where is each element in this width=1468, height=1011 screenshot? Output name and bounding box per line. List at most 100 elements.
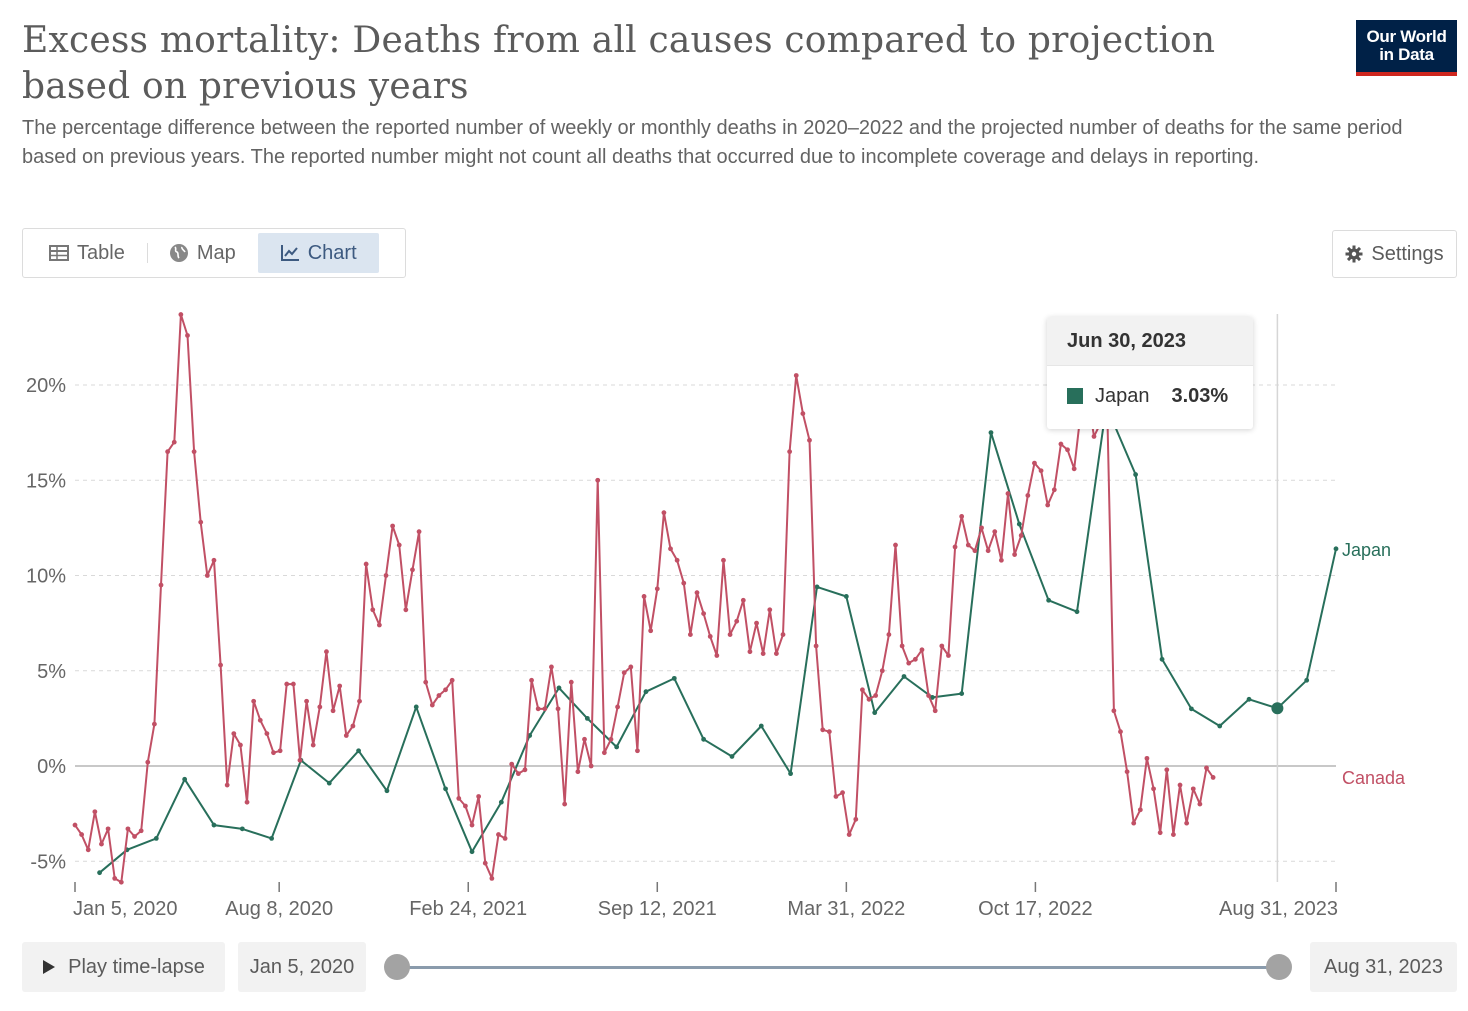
data-point bbox=[1217, 723, 1223, 729]
data-point bbox=[1118, 729, 1123, 735]
chart-title: Excess mortality: Deaths from all causes… bbox=[22, 20, 1216, 107]
data-point bbox=[449, 677, 455, 683]
data-point bbox=[257, 717, 263, 723]
data-point bbox=[429, 702, 435, 708]
data-point bbox=[1304, 677, 1310, 683]
line-chart: -5% 0% 5% 10% 15% 20% Jan 5, 2020 Aug 8, 2020 Fe… bbox=[26, 312, 1406, 920]
data-point bbox=[588, 763, 594, 769]
tab-table[interactable]: Table bbox=[27, 233, 147, 273]
series-label-japan: Japan bbox=[1342, 540, 1391, 560]
data-point bbox=[92, 809, 98, 815]
data-point bbox=[403, 607, 409, 613]
data-point bbox=[767, 607, 773, 613]
timeline-start-date[interactable]: Jan 5, 2020 bbox=[238, 942, 366, 992]
data-point bbox=[224, 782, 230, 788]
timeline-start-handle[interactable] bbox=[384, 954, 410, 980]
data-point bbox=[972, 548, 978, 554]
data-point bbox=[191, 449, 197, 455]
data-point bbox=[290, 681, 296, 687]
owid-logo[interactable]: Our World in Data bbox=[1356, 20, 1457, 76]
data-point bbox=[906, 660, 912, 666]
data-point bbox=[476, 794, 482, 799]
data-point bbox=[138, 828, 144, 834]
data-point bbox=[469, 822, 475, 828]
play-icon bbox=[43, 960, 56, 974]
data-point bbox=[641, 594, 647, 599]
data-point bbox=[1074, 609, 1080, 615]
y-tick-label: 5% bbox=[37, 661, 66, 683]
settings-button[interactable]: Settings bbox=[1332, 230, 1457, 278]
data-point bbox=[456, 795, 462, 801]
x-tick-label: Feb 24, 2021 bbox=[409, 898, 527, 920]
data-point bbox=[112, 875, 118, 881]
data-point bbox=[584, 715, 590, 721]
data-point bbox=[800, 411, 806, 416]
data-point bbox=[727, 632, 733, 637]
data-point bbox=[814, 584, 820, 590]
data-point bbox=[939, 643, 945, 649]
data-point bbox=[694, 590, 700, 596]
data-point bbox=[1111, 708, 1117, 714]
data-point bbox=[959, 691, 965, 697]
play-timelapse-button[interactable]: Play time-lapse bbox=[22, 942, 225, 992]
tooltip-date: Jun 30, 2023 bbox=[1047, 317, 1253, 366]
data-point bbox=[171, 439, 177, 445]
data-point bbox=[251, 698, 257, 704]
timeline-end-date[interactable]: Aug 31, 2023 bbox=[1310, 942, 1457, 992]
data-point bbox=[436, 693, 442, 698]
data-point bbox=[244, 799, 250, 805]
data-point bbox=[1188, 706, 1194, 712]
data-point bbox=[628, 664, 634, 670]
data-point bbox=[211, 557, 217, 563]
data-point bbox=[469, 849, 475, 855]
timeline-track[interactable] bbox=[397, 966, 1279, 969]
data-point bbox=[556, 685, 562, 691]
data-point bbox=[284, 681, 290, 687]
data-point bbox=[1190, 786, 1196, 792]
data-point bbox=[482, 860, 488, 866]
data-point bbox=[793, 373, 799, 378]
line-chart-icon bbox=[280, 245, 299, 261]
data-point bbox=[853, 816, 859, 822]
tab-table-label: Table bbox=[77, 241, 125, 264]
data-point bbox=[125, 826, 131, 832]
data-point bbox=[901, 674, 907, 679]
x-tick-label: Sep 12, 2021 bbox=[598, 898, 717, 920]
data-point bbox=[926, 693, 931, 698]
logo-line-1: Our World bbox=[1366, 27, 1447, 46]
timeline-end-handle[interactable] bbox=[1266, 954, 1292, 980]
data-point bbox=[575, 769, 581, 775]
x-tick-label: Jan 5, 2020 bbox=[73, 898, 178, 920]
data-point bbox=[668, 546, 673, 552]
data-point bbox=[1038, 468, 1044, 474]
data-point bbox=[105, 826, 111, 832]
data-point bbox=[1210, 775, 1216, 780]
data-point bbox=[1137, 807, 1143, 813]
tab-chart[interactable]: Chart bbox=[257, 233, 379, 273]
logo-line-2: in Data bbox=[1379, 45, 1434, 64]
data-point bbox=[872, 710, 878, 716]
data-point bbox=[85, 847, 91, 853]
data-point bbox=[343, 733, 349, 738]
data-point bbox=[370, 607, 376, 613]
tab-map[interactable]: Map bbox=[146, 233, 258, 273]
data-point bbox=[734, 618, 740, 624]
data-point bbox=[674, 557, 680, 563]
data-point bbox=[608, 736, 614, 742]
data-point bbox=[846, 832, 852, 837]
data-point bbox=[959, 514, 965, 519]
tab-map-label: Map bbox=[196, 241, 236, 264]
data-point bbox=[97, 870, 102, 876]
data-point bbox=[269, 835, 275, 841]
data-point bbox=[635, 748, 640, 754]
data-point bbox=[643, 689, 649, 695]
timeline: Play time-lapse Jan 5, 2020 Aug 31, 2023 bbox=[0, 940, 1468, 1000]
data-point bbox=[615, 704, 620, 710]
data-point bbox=[946, 653, 951, 658]
data-point bbox=[158, 582, 164, 588]
data-point bbox=[384, 788, 390, 794]
data-point bbox=[396, 542, 402, 548]
data-point bbox=[238, 742, 243, 748]
data-point bbox=[1246, 696, 1252, 702]
data-point bbox=[1151, 786, 1156, 792]
